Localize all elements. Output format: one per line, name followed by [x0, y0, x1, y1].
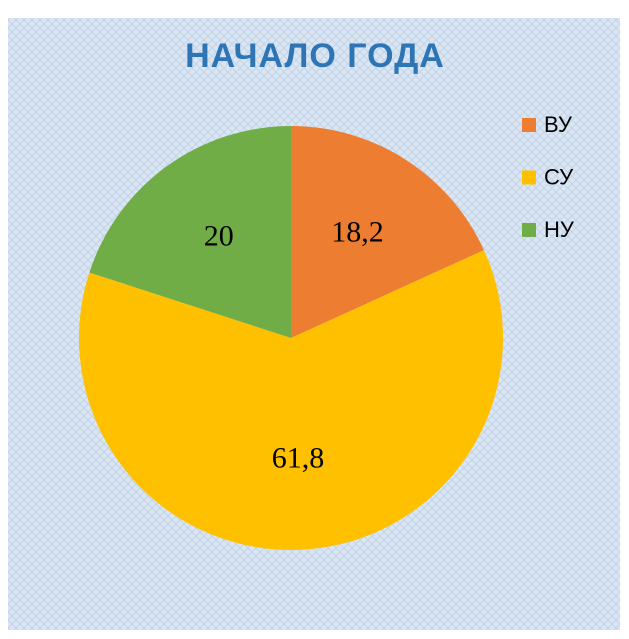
legend-label: НУ: [544, 217, 575, 242]
pie-slice: [79, 250, 504, 550]
legend-swatch: [522, 118, 536, 132]
legend-swatch: [522, 170, 536, 185]
chart-title: НАЧАЛО ГОДА: [185, 37, 445, 75]
legend-label: ВУ: [544, 112, 573, 137]
data-label: 61,8: [272, 442, 325, 475]
pie-slice: [291, 126, 484, 338]
legend-label: СУ: [544, 164, 574, 189]
legend-swatch: [522, 223, 536, 237]
data-label: 18,2: [331, 215, 384, 248]
data-label: 20: [204, 219, 234, 252]
pie-slice: [89, 126, 291, 338]
